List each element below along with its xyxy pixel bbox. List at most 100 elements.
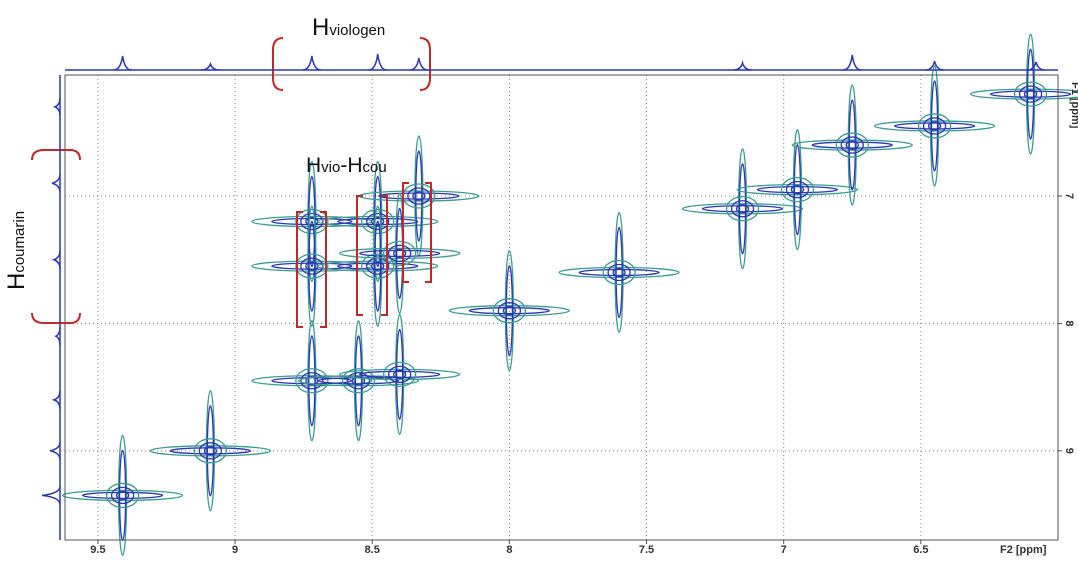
contour: [359, 370, 441, 379]
contour: [615, 226, 623, 319]
contour: [373, 160, 383, 283]
contour: [297, 375, 420, 387]
annotation-main: -H: [340, 154, 362, 177]
bracket: [425, 182, 432, 283]
annotation: Hcoumarin: [3, 211, 30, 290]
annotation-sub: coumarin: [11, 211, 28, 273]
contour: [780, 177, 815, 203]
contour: [61, 489, 184, 502]
plot-frame: [64, 74, 1059, 541]
contour: [790, 185, 805, 195]
contour: [756, 186, 839, 194]
contour: [736, 184, 859, 196]
contour: [1013, 81, 1048, 107]
projection-peak: [54, 327, 61, 346]
x-tick-label: 9.5: [90, 544, 105, 556]
x-tick-label: 7: [781, 544, 787, 556]
contour: [929, 65, 940, 187]
brackets: [31, 37, 432, 328]
contour: [393, 248, 407, 259]
contour: [1025, 33, 1036, 155]
contour: [307, 205, 317, 327]
contour: [505, 265, 514, 357]
contour: [383, 240, 417, 267]
contour: [873, 120, 996, 132]
annotation-sub: cou: [363, 159, 387, 176]
contour: [497, 302, 522, 320]
contour: [307, 160, 317, 283]
contour: [922, 117, 947, 135]
contour: [271, 217, 353, 226]
contour: [845, 140, 859, 150]
contour: [681, 203, 804, 215]
peak: [791, 84, 913, 206]
y-tick-label: 7: [1063, 193, 1075, 199]
contour: [735, 204, 750, 214]
contour: [725, 196, 760, 222]
annotation-sub: vio: [321, 159, 340, 176]
projection-peak: [51, 390, 61, 409]
x-tick-label: 8: [506, 544, 512, 556]
annotation-main: H: [312, 14, 329, 41]
contour: [371, 261, 385, 271]
contour: [847, 84, 857, 206]
projection-peak: [925, 60, 944, 71]
contour: [307, 320, 317, 442]
contour: [811, 141, 893, 149]
contour: [848, 99, 856, 191]
contour: [198, 442, 223, 460]
contour: [203, 446, 218, 456]
bracket: [31, 149, 81, 161]
contour: [383, 361, 417, 388]
contour: [371, 216, 385, 227]
contour: [300, 257, 324, 275]
contour: [412, 191, 426, 201]
peak: [448, 250, 571, 372]
peak: [339, 192, 461, 315]
bracket: [296, 211, 303, 328]
contour: [346, 372, 371, 390]
contour: [1026, 48, 1035, 140]
contour: [504, 250, 515, 372]
contour: [388, 365, 412, 384]
contour: [374, 220, 382, 312]
annotation-main: H: [3, 273, 30, 290]
contour: [607, 263, 631, 282]
contour: [468, 307, 551, 315]
x-tick-label: 8.5: [365, 544, 380, 556]
contour: [558, 266, 680, 279]
projection-peak: [201, 61, 220, 71]
contour: [341, 368, 376, 394]
contour: [701, 205, 784, 213]
contour: [353, 320, 364, 442]
contour: [169, 447, 252, 455]
contour: [1023, 89, 1038, 99]
contour: [893, 122, 976, 130]
bracket: [402, 182, 409, 283]
contour: [110, 486, 135, 505]
contour: [578, 268, 660, 277]
contour: [308, 220, 316, 312]
contour: [396, 328, 404, 421]
contour: [373, 205, 383, 327]
contour: [295, 368, 329, 394]
contour: [206, 405, 215, 497]
peak: [558, 211, 680, 334]
contour: [366, 212, 390, 231]
peak: [873, 65, 996, 187]
peak: [969, 33, 1078, 155]
projection-peak: [113, 55, 132, 71]
peak: [317, 205, 439, 327]
x-tick-label: 9: [232, 544, 238, 556]
contour: [117, 434, 128, 557]
contour: [317, 215, 439, 228]
annotation: Hviologen: [312, 14, 385, 41]
bracket: [31, 312, 81, 324]
contour: [792, 129, 803, 251]
contour: [738, 163, 747, 255]
peak: [149, 390, 272, 512]
contour: [737, 148, 748, 270]
x-tick-label: 7.5: [639, 544, 654, 556]
